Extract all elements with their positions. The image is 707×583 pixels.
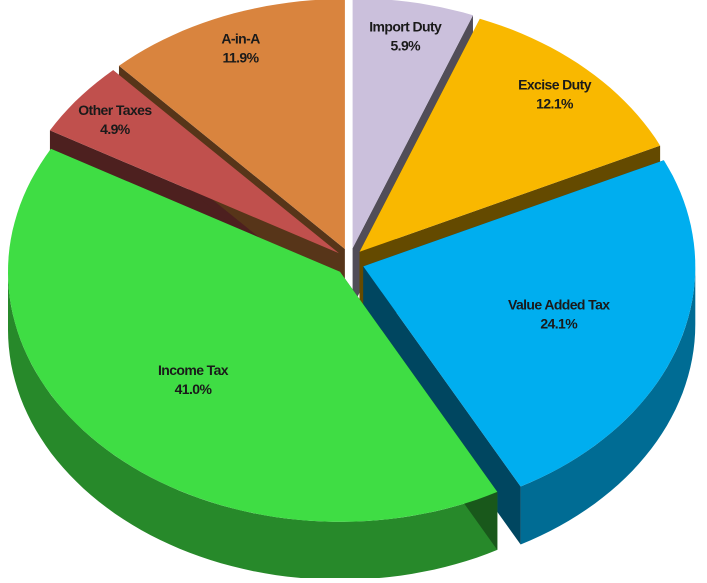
slice-value-label: 24.1%: [540, 316, 578, 332]
slice-label: Value Added Tax: [508, 297, 610, 313]
slice-side: [8, 271, 498, 580]
slice-side: [520, 266, 696, 545]
slice: [363, 160, 696, 487]
slice: [8, 148, 498, 522]
slice-label: Import Duty: [369, 19, 442, 35]
slice-label: Income Tax: [158, 362, 229, 378]
slice-value-label: 4.9%: [100, 121, 131, 137]
slice-label: Excise Duty: [518, 76, 592, 92]
slice-tops: [8, 0, 696, 522]
slice-value-label: 5.9%: [390, 38, 421, 54]
slice-value-label: 12.1%: [536, 95, 574, 111]
slice-value-label: 41.0%: [175, 381, 213, 397]
slice: [119, 0, 345, 249]
slice: [49, 70, 340, 254]
slice-label: A-in-A: [221, 31, 260, 47]
slice-value-label: 11.9%: [223, 50, 260, 66]
slice: [352, 0, 473, 249]
labels: Import Duty 5.9% Excise Duty 12.1% Value Add…: [78, 19, 611, 397]
slice: [359, 18, 661, 252]
slice-label: Other Taxes: [78, 102, 152, 118]
